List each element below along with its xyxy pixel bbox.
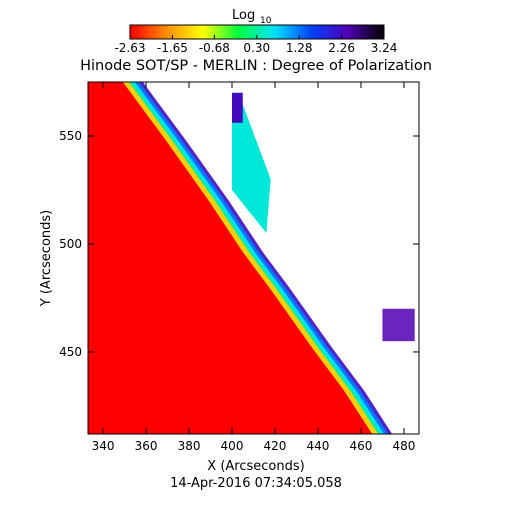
x-tick-label: 380	[178, 439, 201, 453]
y-tick-label: 450	[59, 345, 82, 359]
colorbar-label: Log	[232, 8, 255, 23]
colorbar-tick-label: -2.63	[114, 41, 145, 55]
colorbar-tick-label: 0.30	[243, 41, 270, 55]
plot-frame	[87, 81, 420, 435]
plot-area	[88, 82, 415, 434]
chart-title: Hinode SOT/SP - MERLIN : Degree of Polar…	[80, 58, 432, 74]
solar-disk	[88, 82, 379, 434]
colorbar-tick-label: 2.26	[328, 41, 355, 55]
x-tick-label: 420	[264, 439, 287, 453]
spicule-top	[232, 92, 243, 123]
x-tick-label: 400	[221, 439, 244, 453]
timestamp: 14-Apr-2016 07:34:05.058	[170, 476, 342, 491]
y-axis-label: Y (Arcseconds)	[39, 210, 54, 307]
y-tick-label: 550	[59, 129, 82, 143]
y-axis: 450 500 550	[59, 129, 419, 359]
colorbar-label-subscript: 10	[260, 16, 272, 26]
limb-band	[128, 82, 382, 434]
spicule-region	[232, 92, 271, 234]
colorbar-tick-label: 3.24	[371, 41, 398, 55]
colorbar-tick-label: 1.28	[286, 41, 313, 55]
offlimb-specks	[382, 308, 415, 342]
x-tick-label: 360	[135, 439, 158, 453]
colorbar: Log 10 -2.63 -1.65 -0.68 0.30 1.28 2.26 3.24	[114, 8, 397, 55]
x-tick-label: 440	[307, 439, 330, 453]
x-tick-label: 340	[92, 439, 115, 453]
y-tick-label: 500	[59, 237, 82, 251]
colorbar-tick-label: -0.68	[199, 41, 230, 55]
x-axis-label: X (Arcseconds)	[207, 459, 304, 474]
orange-band	[122, 82, 379, 434]
x-tick-label: 460	[350, 439, 373, 453]
green-band	[128, 82, 385, 434]
colorbar-tick-label: -1.65	[157, 41, 188, 55]
colorbar-ticks: -2.63 -1.65 -0.68 0.30 1.28 2.26 3.24	[114, 35, 397, 55]
x-tick-label: 480	[393, 439, 416, 453]
x-axis: 340 360 380 400 420 440 460 480	[92, 82, 416, 453]
